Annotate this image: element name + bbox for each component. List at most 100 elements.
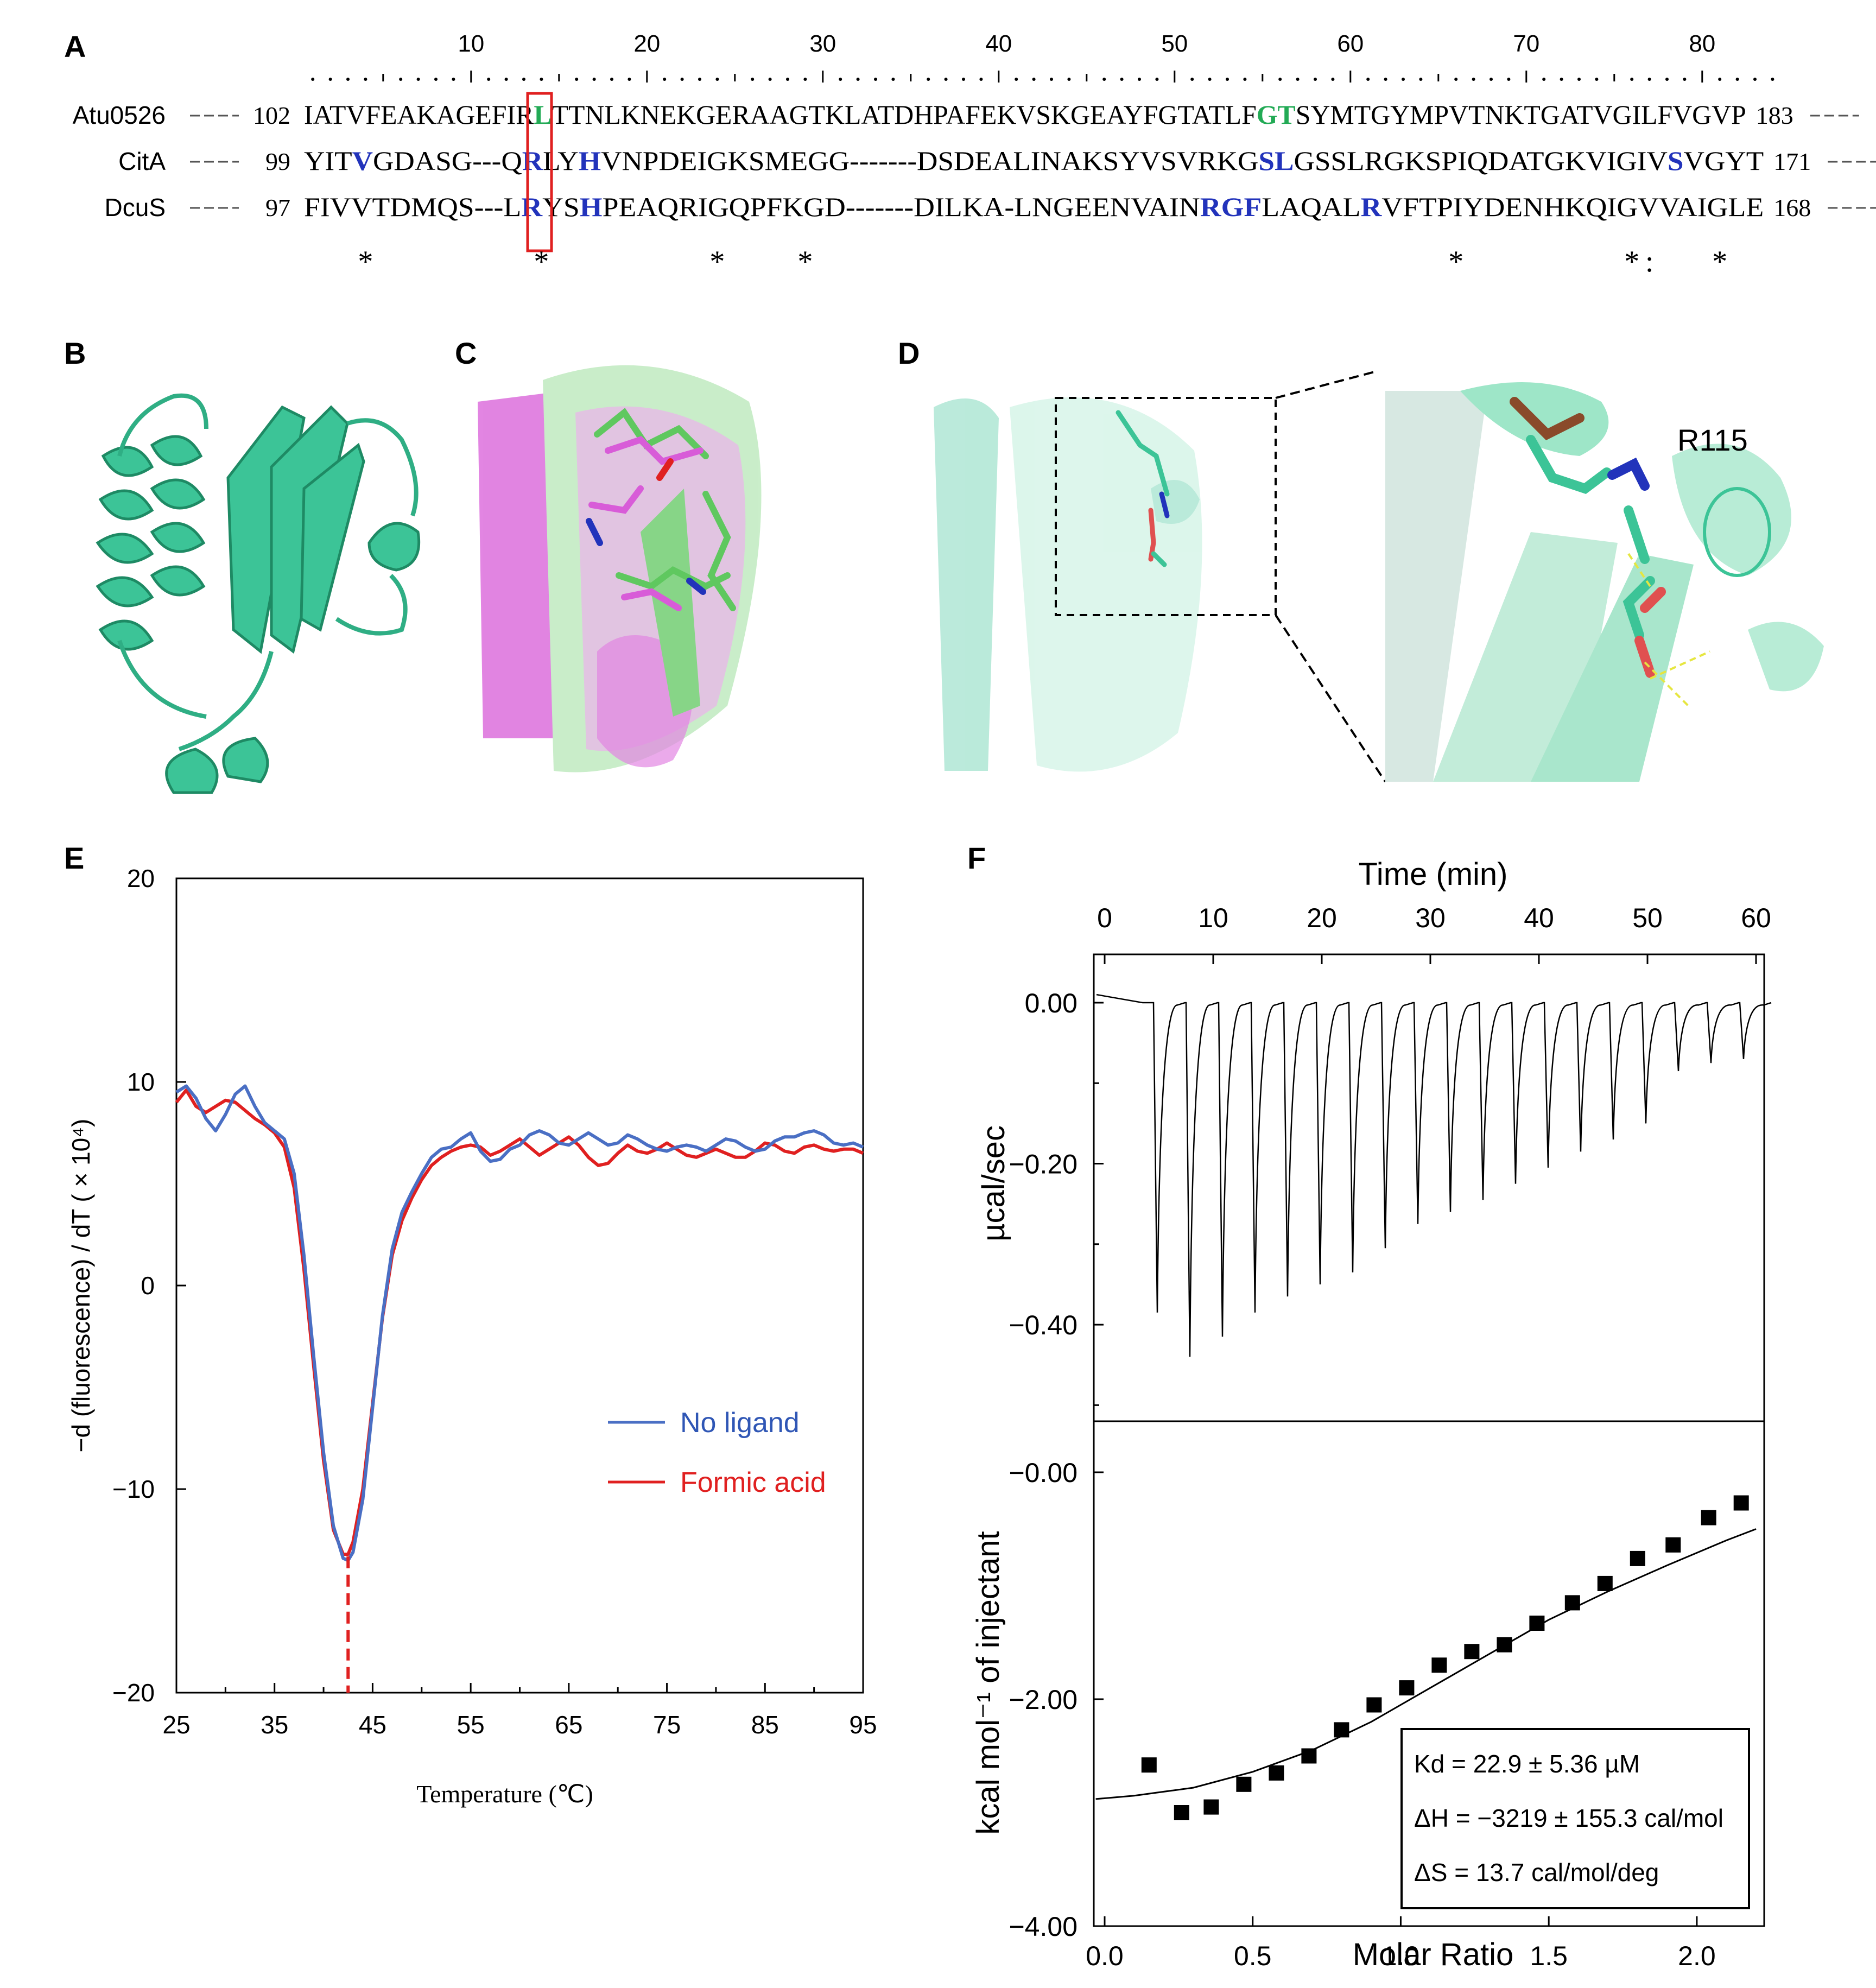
- sequence-name: DcuS: [105, 193, 166, 221]
- ruler-dot: [698, 78, 701, 81]
- ruler-dot: [803, 78, 807, 81]
- data-point: [1334, 1722, 1349, 1738]
- ruler-dot: [751, 78, 755, 81]
- x-tick-label: 65: [555, 1711, 582, 1739]
- ruler-dot: [1050, 78, 1053, 81]
- protein-superposition-c: C: [455, 336, 762, 773]
- thermal-shift-chart: E 25 35 45 55 65 75 85 95 20 10 0 −10 −20 Temperatur…: [64, 841, 877, 1808]
- conservation-mark: *: [1624, 245, 1639, 278]
- ruler-dot: [768, 78, 772, 81]
- ruler-dot: [927, 78, 930, 81]
- data-point: [1431, 1657, 1447, 1673]
- data-point: [1597, 1575, 1613, 1591]
- series-line-formic-acid: [175, 1088, 864, 1556]
- ruler-dot: [786, 78, 789, 81]
- sequence-end: 183: [1756, 102, 1793, 129]
- ruler-dot: [575, 78, 579, 81]
- ruler-dot: [1771, 78, 1774, 81]
- ruler-dot: [1190, 78, 1194, 81]
- panel-d: D: [890, 326, 1876, 803]
- ruler-dot: [1630, 78, 1634, 81]
- ruler-dot: [1155, 78, 1159, 81]
- ruler-dot: [1402, 78, 1405, 81]
- data-point: [1269, 1765, 1284, 1781]
- binding-site-zoom-d: D: [898, 336, 1863, 783]
- ruler-dot: [1472, 78, 1475, 81]
- ruler-dot: [364, 78, 367, 81]
- ruler-dot: [962, 78, 965, 81]
- ruler-dot: [1243, 78, 1247, 81]
- data-point: [1733, 1495, 1749, 1511]
- bottom-x-tick-label: 1.0: [1382, 1941, 1420, 1971]
- top-y-tick-label: −0.20: [1009, 1149, 1078, 1180]
- top-axis-ticks: 0 10 20 30 40 50 60 0.00 −0.20 −0.40: [1009, 903, 1771, 1406]
- data-point: [1497, 1637, 1512, 1653]
- ruler-dot: [1560, 78, 1563, 81]
- y-tick-label: 10: [127, 1068, 155, 1096]
- protein-structure-b: B: [64, 336, 421, 794]
- conservation-mark: *: [534, 245, 549, 278]
- ruler-dot: [504, 78, 508, 81]
- ruler-dot: [856, 78, 860, 81]
- ruler-dot: [487, 78, 491, 81]
- top-x-tick-label: 20: [1307, 903, 1337, 933]
- ruler-label: 10: [458, 30, 484, 57]
- data-point: [1630, 1550, 1645, 1566]
- thermogram-trace: [1096, 993, 1772, 1357]
- ruler-dot: [540, 78, 543, 81]
- ruler-dot: [1647, 78, 1651, 81]
- ruler-dot: [1208, 78, 1212, 81]
- conservation-mark: *: [1448, 245, 1463, 278]
- data-point: [1141, 1757, 1157, 1773]
- data-point: [1701, 1510, 1716, 1525]
- sequence-name: CitA: [118, 147, 166, 175]
- fit-kd: Kd = 22.9 ± 5.36 µM: [1414, 1750, 1640, 1778]
- x-tick-label: 55: [457, 1711, 485, 1739]
- top-y-tick-label: −0.40: [1009, 1310, 1078, 1340]
- panel-c: C: [445, 326, 901, 803]
- sequence-end: 168: [1773, 194, 1811, 221]
- panel-label-a: A: [64, 29, 86, 64]
- plot-frame: [175, 877, 864, 1694]
- series-line-no-ligand: [175, 1084, 864, 1562]
- ruler-dot: [1296, 78, 1300, 81]
- y-tick-label: −20: [112, 1679, 155, 1707]
- data-point: [1203, 1799, 1219, 1815]
- panel-b: B: [54, 326, 445, 803]
- top-x-tick-label: 60: [1741, 903, 1771, 933]
- sequence-start: 102: [253, 102, 290, 129]
- conservation-mark: *: [797, 245, 813, 278]
- conserved-residue-box: [526, 92, 553, 252]
- ruler-label: 30: [809, 30, 836, 57]
- data-point: [1665, 1537, 1681, 1553]
- bottom-y-tick-label: −4.00: [1009, 1911, 1078, 1942]
- y-tick-label: −10: [112, 1475, 155, 1503]
- ruler-dot: [522, 78, 525, 81]
- y-tick-label: 0: [141, 1271, 155, 1300]
- ruler-dot: [434, 78, 438, 81]
- bottom-x-tick-label: 0.0: [1086, 1941, 1124, 1971]
- legend-entry-formic-acid: Formic acid: [680, 1467, 826, 1498]
- bottom-y-axis-title: kcal mol⁻¹ of injectant: [971, 1531, 1006, 1834]
- data-point: [1399, 1680, 1415, 1696]
- sequence-start: 97: [265, 194, 290, 221]
- ruler-dot: [1753, 78, 1757, 81]
- data-point: [1301, 1748, 1317, 1764]
- bottom-x-tick-label: 1.5: [1530, 1941, 1568, 1971]
- ruler-dot: [1507, 78, 1511, 81]
- ruler-dot: [399, 78, 403, 81]
- ruler-dot: [944, 78, 948, 81]
- ruler-dot: [1102, 78, 1106, 81]
- ruler-dot: [311, 78, 315, 81]
- panel-label-e: E: [64, 841, 84, 875]
- ruler-dot: [452, 78, 455, 81]
- sequence-name: Atu0526: [73, 101, 166, 129]
- ruler-dot: [1718, 78, 1722, 81]
- ruler-dot: [1226, 78, 1229, 81]
- panel-label-b: B: [64, 336, 86, 370]
- fit-ds: ΔS = 13.7 cal/mol/deg: [1414, 1858, 1659, 1886]
- conservation-row: * * * * * *: *: [358, 245, 1727, 278]
- data-point: [1529, 1616, 1545, 1631]
- ruler-dot: [1595, 78, 1599, 81]
- ruler-dot: [1331, 78, 1335, 81]
